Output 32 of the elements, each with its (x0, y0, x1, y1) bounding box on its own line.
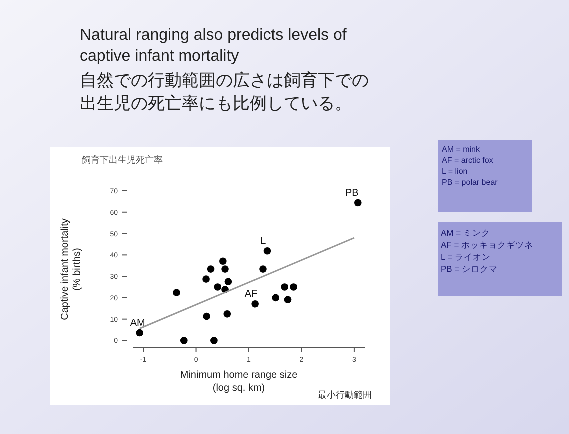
point (173, 289, 180, 296)
point (260, 266, 267, 273)
text: AM = mink AF = arctic fox L = lion PB = polar bear (442, 145, 498, 187)
point (220, 258, 227, 266)
text: 最小行動範囲 (318, 390, 372, 400)
point (281, 284, 289, 291)
point (264, 247, 272, 255)
point (224, 278, 232, 286)
point (214, 284, 222, 291)
point (210, 337, 218, 344)
x-axis-title: Minimum home range size (log sq. km) (180, 370, 298, 394)
point (290, 284, 298, 291)
point (202, 276, 210, 283)
point (252, 300, 259, 308)
point (284, 296, 292, 304)
point (203, 312, 210, 320)
text: 飼育下出生児死亡率 (82, 155, 163, 165)
point (136, 329, 144, 337)
point (180, 337, 188, 344)
y-axis-title: Captive infant mortality (% births) (60, 218, 83, 320)
annotation: AM (130, 318, 146, 330)
point (224, 310, 232, 318)
point (272, 294, 280, 302)
annotation: L (260, 236, 267, 248)
point (222, 266, 229, 273)
point (354, 199, 362, 207)
annotation: AF (244, 289, 258, 300)
chart-subtitle: 自然での行動範囲の広さは飼育下での出生児の死亡率にも比例している。 (80, 71, 369, 113)
chart-title: Natural ranging also predicts levels of captive infant mortality (80, 27, 348, 65)
point (207, 266, 215, 273)
annotation: PB (345, 188, 360, 199)
text: AM = ミンク AF = ホッキョクギツネ L = ライオン PB = シロクマ (441, 228, 534, 274)
